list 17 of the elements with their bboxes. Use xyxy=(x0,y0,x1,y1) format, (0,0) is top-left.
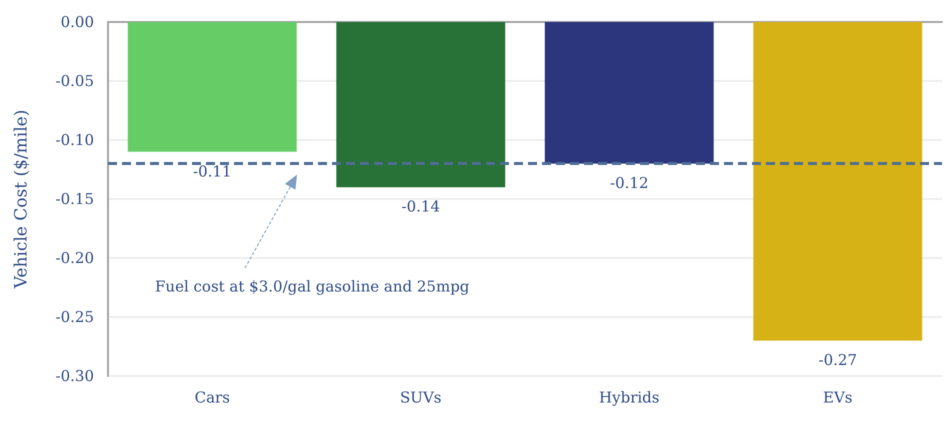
y-tick-label: -0.30 xyxy=(56,367,94,385)
data-label: -0.11 xyxy=(193,162,232,180)
y-tick-label: 0.00 xyxy=(60,13,94,31)
x-tick-label: SUVs xyxy=(400,388,442,406)
data-label: -0.14 xyxy=(402,198,440,216)
y-tick-label: -0.05 xyxy=(56,72,94,90)
data-label: -0.27 xyxy=(818,351,857,370)
x-tick-label: Hybrids xyxy=(599,388,660,406)
annotation: Fuel cost at $3.0/gal gasoline and 25mpg xyxy=(155,278,470,296)
x-tick-label: EVs xyxy=(823,388,852,406)
x-tick-label: Cars xyxy=(194,388,230,406)
y-tick-label: -0.20 xyxy=(56,249,94,267)
y-tick-label: -0.25 xyxy=(56,308,94,326)
y-axis-title: Vehicle Cost ($/mile) xyxy=(12,110,32,290)
y-tick-label: -0.15 xyxy=(56,190,94,208)
data-label: -0.12 xyxy=(610,174,648,192)
y-tick-label: -0.10 xyxy=(56,131,94,149)
